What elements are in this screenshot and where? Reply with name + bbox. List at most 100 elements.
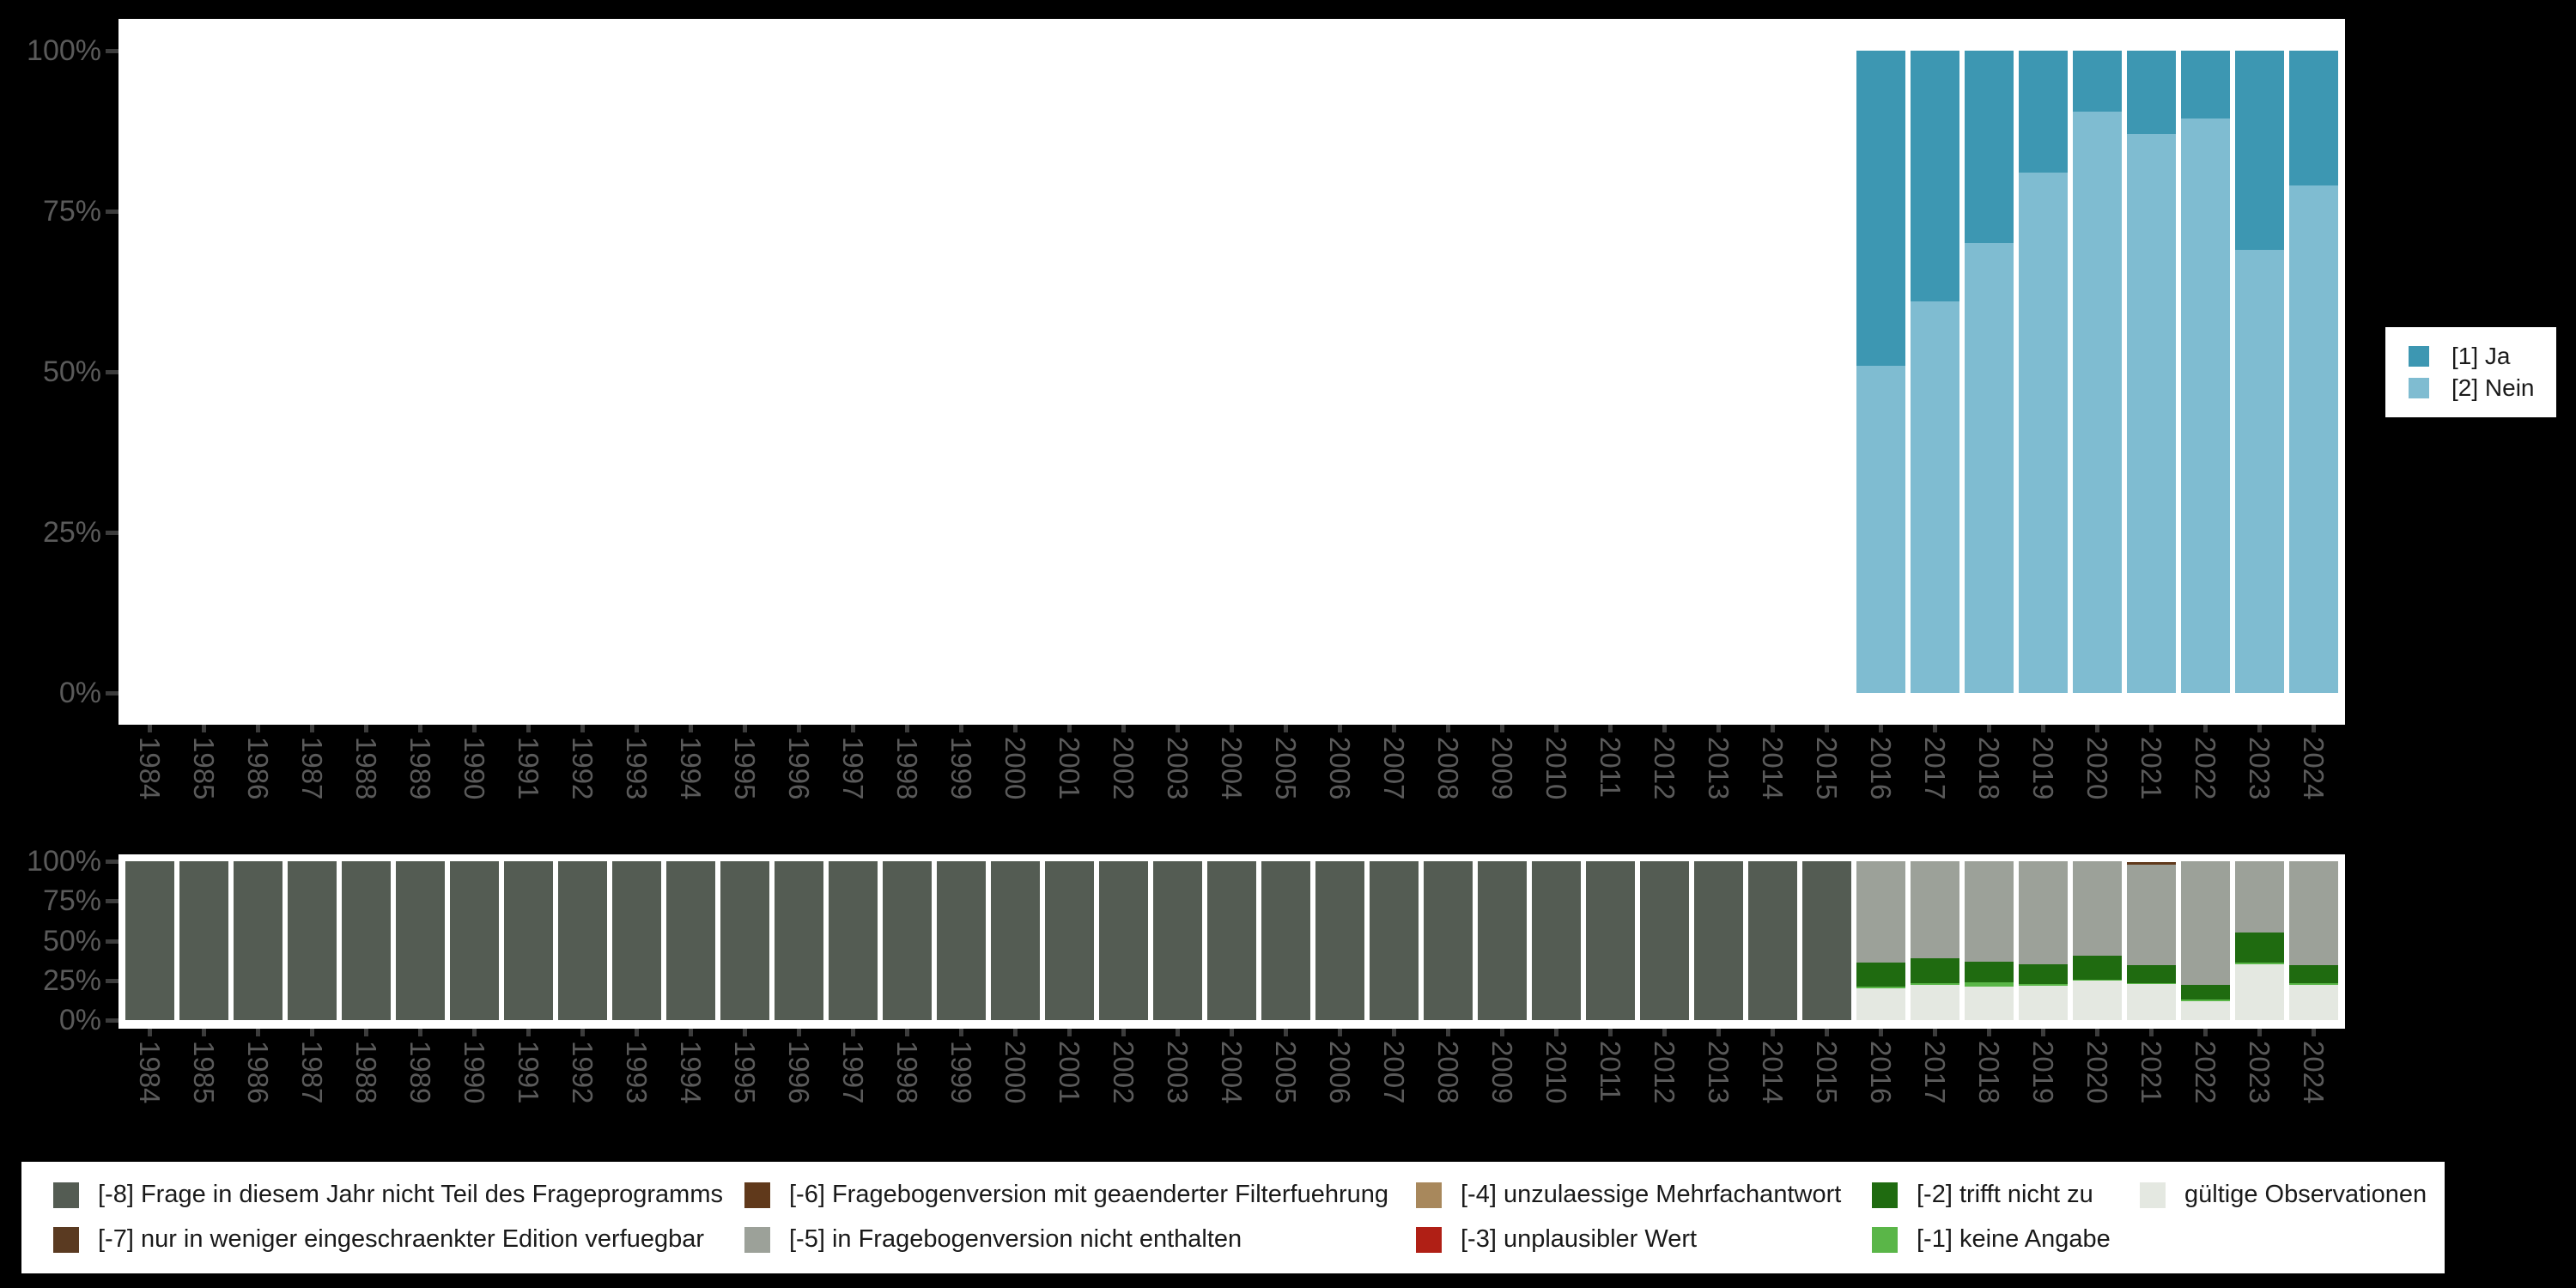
missings-year-label-2000: 2000 [999, 1041, 1031, 1104]
missings-slot-2002 [1099, 861, 1148, 1020]
missings-x-tick-slot [179, 1029, 228, 1036]
answers-x-label-slot: 1984 [125, 737, 174, 831]
answers-slot-1985 [179, 51, 228, 693]
answers-x-tick-slot [450, 725, 499, 732]
missings-x-tick-2021 [2149, 1029, 2154, 1036]
missings-year-label-2021: 2021 [2136, 1041, 2167, 1104]
missings-year-label-1988: 1988 [350, 1041, 382, 1104]
answers-legend-label: [2] Nein [2451, 374, 2535, 401]
answers-x-label-slot: 2019 [2019, 737, 2068, 831]
answers-year-label-1992: 1992 [567, 737, 598, 800]
missings-bar-2024-m1-segment [2289, 983, 2338, 986]
missings-slot-1991 [504, 861, 553, 1020]
missings-x-tick-slot [288, 1029, 337, 1036]
missings-x-tick-1987 [310, 1029, 314, 1036]
answers-slot-1989 [396, 51, 445, 693]
missings-legend-item-m4: [-4] unzulaessige Mehrfachantwort [1416, 1181, 1841, 1209]
missings-slot-2023 [2235, 861, 2284, 1020]
answers-year-label-2010: 2010 [1540, 737, 1572, 800]
answers-x-tick-2024 [2312, 725, 2316, 732]
answers-year-label-1984: 1984 [134, 737, 166, 800]
missings-x-tick-slot [1424, 1029, 1473, 1036]
answers-x-tick-slot [1099, 725, 1148, 732]
missings-slot-2007 [1370, 861, 1419, 1020]
answers-x-tick-2004 [1230, 725, 1234, 732]
answers-x-tick-slot [1694, 725, 1743, 732]
missings-slot-1993 [612, 861, 661, 1020]
missings-bar-2011-m8-segment [1586, 861, 1635, 1020]
missings-slot-2008 [1424, 861, 1473, 1020]
answers-x-tick-slot [1045, 725, 1094, 732]
missings-year-label-2014: 2014 [1757, 1041, 1789, 1104]
missings-x-tick-2023 [2257, 1029, 2262, 1036]
missings-legend-swatch-icon [1872, 1226, 1898, 1253]
missings-bar-1994-m8-segment [666, 861, 715, 1020]
missings-bar-1993-m8-segment [612, 861, 661, 1020]
answers-x-tick-slot [396, 725, 445, 732]
missings-x-tick-2001 [1067, 1029, 1072, 1036]
missings-bar-2005-m8-segment [1261, 861, 1310, 1020]
answers-x-label-slot: 1988 [342, 737, 391, 831]
answers-slot-2023 [2235, 51, 2284, 693]
missings-bar-2018-m5-segment [1965, 861, 2014, 963]
answers-bar-2020-ja-segment [2073, 51, 2122, 112]
missings-y-tick [106, 860, 118, 864]
missings-x-label-slot: 2007 [1370, 1041, 1419, 1135]
answers-slot-1994 [666, 51, 715, 693]
answers-year-label-2001: 2001 [1054, 737, 1085, 800]
answers-x-tick-slot [179, 725, 228, 732]
missings-x-label-slot: 1985 [179, 1041, 228, 1135]
missings-slot-2011 [1586, 861, 1635, 1020]
missings-x-label-slot: 2002 [1099, 1041, 1148, 1135]
missings-x-tick-2005 [1284, 1029, 1288, 1036]
missings-x-label-slot: 2013 [1694, 1041, 1743, 1135]
answers-y-tick [106, 210, 118, 214]
missings-x-label-slot: 2003 [1153, 1041, 1202, 1135]
missings-legend-label: [-1] keine Angabe [1917, 1225, 2111, 1253]
missings-bar-2022-m1-segment [2181, 999, 2230, 1001]
missings-x-tick-1991 [526, 1029, 531, 1036]
missings-bar-2000-m8-segment [991, 861, 1040, 1020]
answers-x-tick-2003 [1176, 725, 1180, 732]
answers-x-tick-1998 [905, 725, 909, 732]
missings-legend-item-m3: [-3] unplausibler Wert [1416, 1225, 1697, 1254]
missings-year-label-1998: 1998 [891, 1041, 923, 1104]
missings-slot-1996 [775, 861, 823, 1020]
missings-x-label-slot: 2016 [1856, 1041, 1905, 1135]
missings-y-tick [106, 899, 118, 903]
missings-year-label-2001: 2001 [1054, 1041, 1085, 1104]
missings-x-tick-2012 [1662, 1029, 1667, 1036]
answers-legend-swatch-icon [2409, 378, 2429, 398]
answers-year-label-1999: 1999 [945, 737, 977, 800]
missings-bar-2008-m8-segment [1424, 861, 1473, 1020]
missings-x-tick-slot [829, 1029, 878, 1036]
answers-x-label-slot: 2010 [1532, 737, 1581, 831]
missings-y-label-25pct: 25% [42, 964, 101, 997]
missings-bar-2017-m2-segment [1911, 957, 1959, 983]
answers-x-label-slot: 2015 [1802, 737, 1851, 831]
answers-x-tick-slot [720, 725, 769, 732]
missings-legend-swatch-icon [1416, 1226, 1442, 1253]
answers-bar-2023-nein-segment [2235, 249, 2284, 693]
missings-chart-bars [125, 861, 2338, 1020]
missings-x-label-slot: 1993 [612, 1041, 661, 1135]
missings-year-label-2006: 2006 [1324, 1041, 1356, 1104]
missings-x-label-slot: 2000 [991, 1041, 1040, 1135]
answers-year-label-2008: 2008 [1432, 737, 1464, 800]
missings-chart-x-ticks [118, 1029, 2345, 1036]
missings-slot-1999 [937, 861, 986, 1020]
missings-x-label-slot: 1984 [125, 1041, 174, 1135]
missings-x-tick-slot [450, 1029, 499, 1036]
missings-x-tick-slot [1748, 1029, 1797, 1036]
answers-year-label-2007: 2007 [1378, 737, 1410, 800]
missings-x-tick-2015 [1825, 1029, 1829, 1036]
missings-bar-2007-m8-segment [1370, 861, 1419, 1020]
missings-bar-1990-m8-segment [450, 861, 499, 1020]
answers-x-tick-slot [937, 725, 986, 732]
missings-x-label-slot: 2017 [1911, 1041, 1959, 1135]
missings-legend-swatch-icon [744, 1226, 770, 1253]
missings-x-label-slot: 2015 [1802, 1041, 1851, 1135]
answers-year-label-2017: 2017 [1919, 737, 1951, 800]
missings-x-tick-slot [2073, 1029, 2122, 1036]
answers-year-label-1997: 1997 [837, 737, 869, 800]
